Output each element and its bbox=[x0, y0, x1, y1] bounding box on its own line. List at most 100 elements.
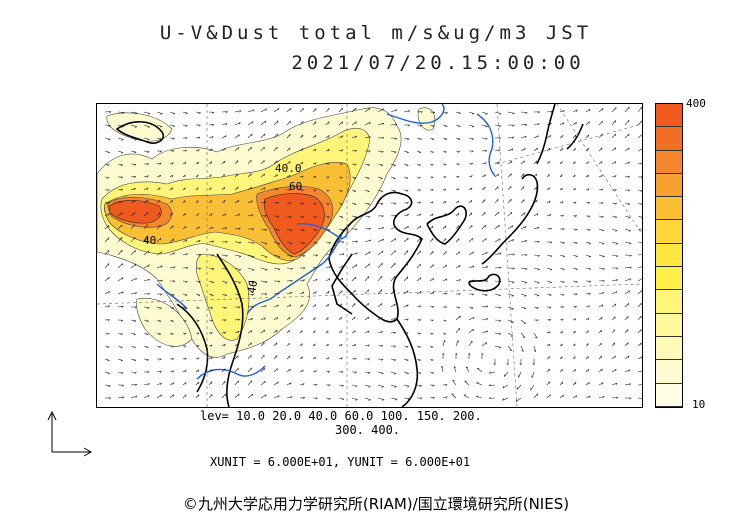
wind-arrow-head bbox=[340, 357, 343, 360]
wind-arrow-head bbox=[524, 295, 527, 297]
wind-arrow-head bbox=[615, 382, 618, 385]
wind-arrow-head bbox=[458, 251, 460, 254]
wind-arrow-head bbox=[302, 397, 305, 400]
wind-arrow bbox=[377, 137, 384, 139]
wind-arrow bbox=[260, 367, 265, 373]
wind-arrow bbox=[390, 276, 396, 282]
wind-arrow-head bbox=[445, 264, 447, 268]
wind-arrow bbox=[390, 289, 396, 295]
wind-arrow-head bbox=[211, 213, 213, 216]
wind-arrow-head bbox=[277, 280, 281, 283]
wind-arrow bbox=[208, 369, 213, 373]
wind-arrow-head bbox=[484, 162, 487, 165]
wind-arrow-head bbox=[549, 282, 552, 284]
wind-arrow-head bbox=[197, 320, 200, 322]
wind-arrow bbox=[299, 108, 304, 113]
wind-arrow bbox=[169, 293, 175, 295]
wind-arrow-head bbox=[394, 386, 397, 388]
wind-arrow bbox=[364, 397, 371, 401]
wind-arrow-head bbox=[458, 138, 461, 141]
wind-arrow bbox=[520, 280, 527, 283]
wind-arrow-head bbox=[602, 243, 605, 245]
wind-arrow bbox=[156, 332, 161, 335]
wind-arrow bbox=[468, 265, 475, 269]
wind-arrow-head bbox=[628, 230, 631, 232]
wind-arrow-head bbox=[574, 201, 577, 204]
wind-arrow bbox=[195, 239, 201, 243]
wind-arrow-head bbox=[432, 125, 435, 128]
wind-arrow-head bbox=[628, 290, 631, 293]
wind-arrow-head bbox=[211, 282, 214, 284]
wind-arrow-head bbox=[108, 385, 111, 387]
wind-arrow-head bbox=[511, 160, 513, 164]
wind-arrow-head bbox=[419, 201, 422, 204]
wind-arrow bbox=[273, 201, 279, 204]
wind-arrow bbox=[559, 368, 563, 373]
wind-arrow bbox=[325, 135, 330, 139]
wind-arrow-head bbox=[159, 358, 162, 361]
wind-arrow-head bbox=[406, 318, 409, 321]
map-timestamp: 2021/07/20.15:00:00 bbox=[291, 52, 585, 74]
wind-arrow-head bbox=[276, 174, 278, 177]
wind-arrow bbox=[234, 213, 240, 217]
contour-levels-line1: lev= 10.0 20.0 40.0 60.0 100. 150. 200. bbox=[200, 409, 482, 423]
wind-arrow bbox=[130, 395, 138, 399]
wind-arrow bbox=[559, 293, 565, 295]
wind-arrow-head bbox=[251, 318, 253, 321]
wind-arrow-head bbox=[627, 189, 630, 192]
wind-arrow bbox=[208, 213, 213, 217]
wind-arrow bbox=[273, 188, 279, 191]
wind-arrow bbox=[416, 305, 422, 308]
wind-arrow bbox=[325, 149, 330, 152]
wind-arrow-head bbox=[355, 135, 358, 139]
wind-arrow bbox=[182, 394, 187, 399]
wind-arrow-head bbox=[380, 203, 384, 205]
wind-arrow bbox=[390, 358, 396, 361]
wind-arrow-head bbox=[135, 112, 138, 115]
wind-arrow bbox=[468, 212, 473, 217]
wind-arrow bbox=[585, 356, 589, 360]
wind-arrow-head bbox=[393, 373, 397, 375]
contour-label-40-left: 40 bbox=[143, 234, 156, 247]
wind-arrow-head bbox=[537, 269, 540, 271]
wind-arrow bbox=[234, 355, 239, 360]
wind-arrow bbox=[377, 122, 385, 126]
wind-arrow-head bbox=[498, 347, 501, 349]
wind-arrow bbox=[494, 267, 502, 269]
wind-arrow-head bbox=[537, 282, 540, 284]
wind-arrow bbox=[156, 306, 162, 309]
wind-arrow-head bbox=[511, 148, 514, 151]
wind-arrow-head bbox=[107, 201, 110, 204]
wind-arrow bbox=[260, 133, 266, 139]
wind-arrow-head bbox=[367, 358, 370, 361]
wind-arrow bbox=[338, 253, 345, 256]
wind-arrow-head bbox=[224, 331, 227, 334]
wind-arrow-head bbox=[471, 126, 475, 128]
wind-arrow bbox=[143, 345, 149, 348]
wind-arrow-head bbox=[588, 280, 592, 283]
wind-arrow bbox=[234, 254, 242, 257]
wind-arrow bbox=[503, 371, 509, 377]
wind-arrow-head bbox=[452, 379, 455, 382]
wind-arrow bbox=[611, 215, 618, 218]
wind-arrow bbox=[559, 201, 564, 204]
wind-arrow bbox=[234, 343, 239, 347]
color-scale-step bbox=[656, 197, 682, 221]
wind-arrow bbox=[208, 267, 215, 270]
wind-arrow-head bbox=[498, 224, 500, 228]
wind-arrow bbox=[364, 384, 371, 387]
wind-arrow-head bbox=[314, 148, 317, 152]
wind-arrow-head bbox=[481, 352, 484, 355]
wind-arrow-head bbox=[574, 215, 577, 218]
wind-arrow-head bbox=[122, 112, 125, 114]
wind-arrow bbox=[468, 340, 473, 347]
wind-arrow bbox=[195, 213, 199, 217]
wind-arrow bbox=[156, 162, 162, 165]
wind-arrow-head bbox=[197, 294, 201, 297]
wind-arrow-head bbox=[185, 370, 187, 373]
wind-arrow-head bbox=[106, 346, 110, 349]
wind-arrow bbox=[533, 123, 540, 126]
wind-arrow bbox=[442, 150, 447, 153]
wind-arrow-head bbox=[393, 151, 397, 154]
wind-arrow bbox=[169, 187, 173, 191]
